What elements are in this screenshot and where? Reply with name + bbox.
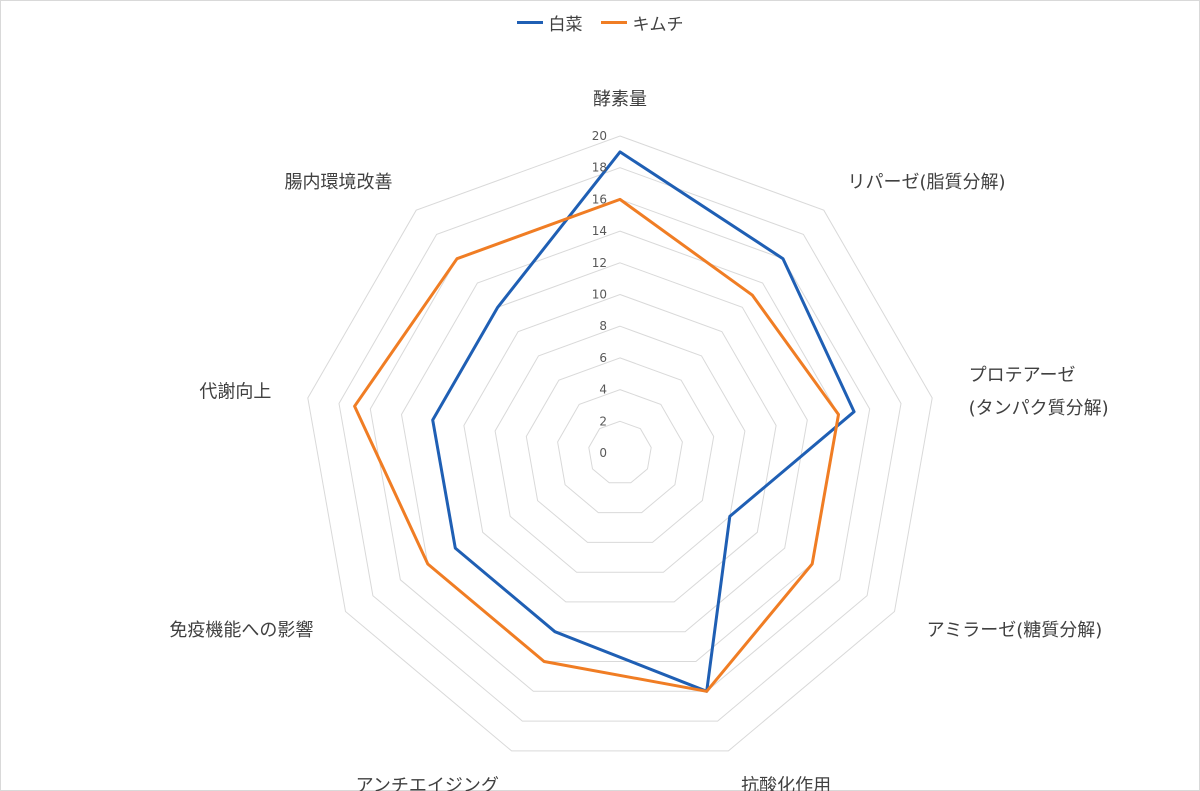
legend-label-series-1: 白菜: [548, 14, 583, 35]
tick-label: 0: [599, 446, 607, 460]
tick-label: 4: [599, 383, 607, 397]
axis-label: 代謝向上: [199, 382, 271, 403]
grid-ring: [369, 198, 871, 692]
tick-label: 14: [592, 224, 607, 238]
tick-label: 10: [592, 288, 607, 302]
axis-label: 免疫機能への影響: [169, 620, 313, 641]
legend-swatch-series-2: [600, 20, 627, 24]
legend-item-series-2: キムチ: [600, 10, 684, 35]
axis-label: リパーゼ(脂質分解): [848, 172, 1006, 193]
axis-label: アミラーゼ(糖質分解): [927, 620, 1103, 641]
axis-label: (タンパク質分解): [969, 398, 1109, 419]
legend: 白菜 キムチ: [0, 8, 1200, 36]
grid-ring: [400, 230, 840, 662]
series-line-1: [431, 150, 856, 693]
legend-label-series-2: キムチ: [632, 14, 684, 35]
tick-label: 20: [592, 129, 607, 143]
legend-swatch-series-1: [516, 20, 543, 24]
axis-label: 腸内環境改善: [285, 172, 393, 193]
grid-ring: [494, 325, 746, 573]
tick-label: 8: [599, 319, 607, 333]
tick-label: 6: [599, 351, 607, 365]
axis-label: アンチエイジング: [356, 776, 499, 791]
tick-label: 18: [592, 161, 607, 175]
tick-label: 2: [599, 414, 607, 428]
grid-ring: [588, 420, 652, 484]
grid-ring: [557, 389, 683, 514]
tick-label: 16: [592, 192, 607, 206]
grid-ring: [338, 167, 902, 722]
axis-label: 抗酸化作用: [741, 776, 831, 791]
grid-ring: [525, 357, 715, 543]
series-line-2: [353, 197, 840, 693]
grid-ring: [307, 135, 933, 752]
tick-label: 12: [592, 256, 607, 270]
axis-label: 酵素量: [593, 89, 647, 110]
axis-label: プロテアーゼ: [969, 365, 1076, 386]
legend-item-series-1: 白菜: [516, 10, 583, 35]
grid-ring: [463, 293, 777, 603]
